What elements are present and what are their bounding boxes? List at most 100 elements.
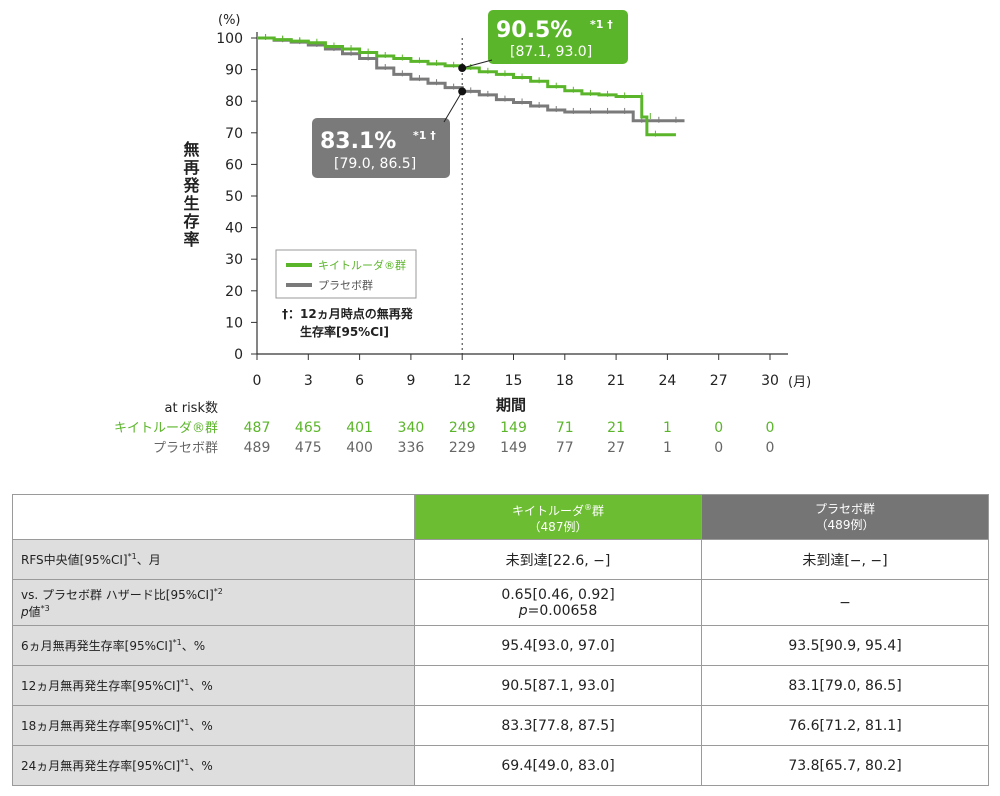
header-keytruda-n: （487例） bbox=[528, 519, 588, 534]
row-label-end: 、% bbox=[181, 639, 206, 653]
legend-item-keytruda: キイトルーダ®群 bbox=[318, 258, 406, 272]
km-chart: (%) (月) 期間 無再発生存率 0 10 20 30 40 50 60 70 80 90 100… bbox=[114, 10, 811, 456]
km-chart-svg: (%) (月) 期間 無再発生存率 0102030405060708090100… bbox=[114, 10, 811, 456]
header-keytruda-sup: ® bbox=[584, 502, 592, 512]
row-label-end: 、% bbox=[189, 679, 213, 693]
row-label-sup: *1 bbox=[180, 678, 190, 687]
table-row: 24ヵ月無再発生存率[95%CI]*1、% 69.4[49.0, 83.0] 7… bbox=[12, 745, 989, 786]
at-risk-value-keytruda: 249 bbox=[449, 420, 476, 436]
row-label-text: 24ヵ月無再発生存率[95%CI] bbox=[21, 759, 181, 773]
row-label-line2-sup: *3 bbox=[40, 603, 50, 613]
at-risk-value-placebo: 229 bbox=[449, 440, 476, 456]
cell-keytruda-line2: =0.00658 bbox=[527, 602, 598, 619]
x-tick-label: 27 bbox=[710, 373, 728, 389]
at-risk-value-placebo: 475 bbox=[295, 440, 322, 456]
legend-note-line2: 生存率[95%CI] bbox=[300, 324, 389, 339]
row-label: 6ヵ月無再発生存率[95%CI]*1、% bbox=[12, 625, 415, 666]
table-header-row: キイトルーダ®群 （487例） プラセボ群 （489例） bbox=[12, 494, 989, 540]
header-placebo-name: プラセボ群 bbox=[814, 502, 875, 516]
callout-point-keytruda bbox=[458, 64, 467, 73]
row-label-sup: *1 bbox=[180, 758, 190, 767]
callout-keytruda-ci: [87.1, 93.0] bbox=[510, 44, 592, 60]
cell-placebo: 73.8[65.7, 80.2] bbox=[701, 745, 989, 786]
table-row: 18ヵ月無再発生存率[95%CI]*1、% 83.3[77.8, 87.5] 7… bbox=[12, 705, 989, 746]
at-risk-value-placebo: 27 bbox=[607, 440, 625, 456]
cell-placebo: 76.6[71.2, 81.1] bbox=[701, 705, 989, 746]
cell-keytruda: 69.4[49.0, 83.0] bbox=[414, 745, 702, 786]
callout-keytruda: 90.5% *1 † [87.1, 93.0] bbox=[488, 10, 628, 64]
results-table: キイトルーダ®群 （487例） プラセボ群 （489例） RFS中央値[95%C… bbox=[12, 494, 989, 786]
at-risk-title: at risk数 bbox=[165, 401, 218, 416]
x-tick-label: 21 bbox=[607, 373, 625, 389]
table-row: vs. プラセボ群 ハザード比[95%CI]*2 p値*3 0.65[0.46,… bbox=[12, 579, 989, 626]
row-label-end: 、% bbox=[189, 719, 213, 733]
y-tick-label: 100 bbox=[216, 31, 243, 47]
at-risk-value-placebo: 1 bbox=[663, 440, 672, 456]
row-label-p: p bbox=[21, 604, 29, 619]
cell-placebo: 83.1[79.0, 86.5] bbox=[701, 665, 989, 706]
y-tick-label: 60 bbox=[225, 157, 243, 173]
at-risk-value-keytruda: 401 bbox=[346, 420, 373, 436]
axes: 0 10 20 30 40 50 60 70 80 90 100 0 3 6 9 12 15 18 21 24 27 30 bbox=[216, 31, 788, 389]
callout-keytruda-value: 90.5% bbox=[496, 18, 572, 43]
row-label: 24ヵ月無再発生存率[95%CI]*1、% bbox=[12, 745, 415, 786]
table-row: 12ヵ月無再発生存率[95%CI]*1、% 90.5[87.1, 93.0] 8… bbox=[12, 665, 989, 706]
row-label-sup: *1 bbox=[127, 552, 137, 561]
y-tick-label: 50 bbox=[225, 189, 243, 205]
y-tick-label: 20 bbox=[225, 284, 243, 300]
cell-placebo: 93.5[90.9, 95.4] bbox=[701, 625, 989, 666]
callout-placebo-box bbox=[312, 118, 450, 178]
row-label-sup: *1 bbox=[172, 638, 182, 647]
at-risk-value-keytruda: 21 bbox=[607, 420, 625, 436]
row-label: RFS中央値[95%CI]*1、月 bbox=[12, 539, 415, 580]
header-keytruda-name-end: 群 bbox=[592, 503, 605, 518]
header-placebo-n: （489例） bbox=[815, 518, 875, 532]
at-risk-value-placebo: 149 bbox=[500, 440, 527, 456]
at-risk-values: 487 465 401 340 249 149 71 21 1 0 0 489 475 400 336 229… bbox=[244, 420, 775, 456]
x-tick-label: 0 bbox=[253, 373, 262, 389]
x-tick-label: 9 bbox=[406, 373, 415, 389]
cell-keytruda: 90.5[87.1, 93.0] bbox=[414, 665, 702, 706]
at-risk-value-keytruda: 340 bbox=[398, 420, 425, 436]
at-risk-value-keytruda: 0 bbox=[714, 420, 723, 436]
row-label-end: 、% bbox=[189, 759, 213, 773]
at-risk-label-placebo: プラセボ群 bbox=[153, 441, 218, 456]
callout-markers bbox=[443, 59, 493, 123]
cell-keytruda: 95.4[93.0, 97.0] bbox=[414, 625, 702, 666]
row-label: vs. プラセボ群 ハザード比[95%CI]*2 p値*3 bbox=[12, 579, 415, 626]
y-tick-label: 80 bbox=[225, 94, 243, 110]
at-risk-value-keytruda: 465 bbox=[295, 420, 322, 436]
header-keytruda-name: キイトルーダ bbox=[511, 503, 584, 518]
x-tick-label: 3 bbox=[304, 373, 313, 389]
y-tick-label: 90 bbox=[225, 63, 243, 79]
cell-keytruda: 0.65[0.46, 0.92] p=0.00658 bbox=[414, 579, 702, 626]
y-tick-label: 10 bbox=[225, 315, 243, 331]
at-risk-value-placebo: 0 bbox=[714, 440, 723, 456]
cell-placebo: 未到達[−, −] bbox=[701, 539, 989, 580]
legend: キイトルーダ®群 プラセボ群 bbox=[275, 249, 417, 299]
x-tick-label: 24 bbox=[658, 373, 676, 389]
row-label-end: 、月 bbox=[136, 553, 161, 567]
row-label-text: 6ヵ月無再発生存率[95%CI] bbox=[21, 639, 173, 653]
legend-box bbox=[275, 249, 417, 299]
table-header-blank bbox=[12, 494, 415, 540]
callout-placebo: 83.1% *1 † [79.0, 86.5] bbox=[312, 118, 450, 178]
x-axis-label: 期間 bbox=[496, 396, 526, 414]
x-tick-label: 15 bbox=[505, 373, 523, 389]
row-label: 18ヵ月無再発生存率[95%CI]*1、% bbox=[12, 705, 415, 746]
at-risk-value-placebo: 489 bbox=[244, 440, 271, 456]
callout-keytruda-box bbox=[488, 10, 628, 64]
at-risk-value-keytruda: 0 bbox=[766, 420, 775, 436]
row-label-sup: *1 bbox=[180, 718, 190, 727]
table-header-placebo: プラセボ群 （489例） bbox=[701, 494, 989, 540]
y-axis-label: 無再発生存率 bbox=[181, 140, 201, 249]
table-row: RFS中央値[95%CI]*1、月 未到達[22.6, −] 未到達[−, −] bbox=[12, 539, 989, 580]
at-risk-value-keytruda: 487 bbox=[244, 420, 271, 436]
callout-placebo-value: 83.1% bbox=[320, 129, 396, 154]
cell-placebo: − bbox=[701, 579, 989, 626]
row-label-sup: *2 bbox=[213, 586, 223, 596]
row-label: 12ヵ月無再発生存率[95%CI]*1、% bbox=[12, 665, 415, 706]
table-header-keytruda: キイトルーダ®群 （487例） bbox=[414, 494, 702, 540]
callout-placebo-mark: *1 † bbox=[413, 129, 436, 142]
cell-keytruda-p: p bbox=[518, 602, 528, 619]
